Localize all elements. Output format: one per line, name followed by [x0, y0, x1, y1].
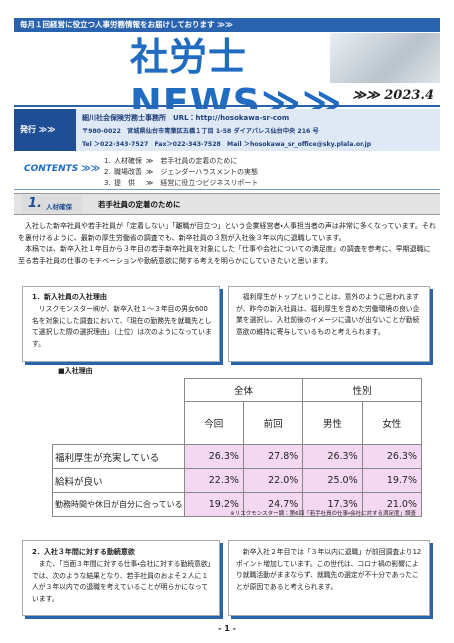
- info-box: [22, 286, 220, 362]
- reason-table: 全体 性別 今回 前回 男性 女性 福利厚生が充実している 26.3% 27.8…: [52, 378, 423, 517]
- paragraph: 本稿では、新卒入社１年目から３年目の若手新卒社員を対象にした「仕事や会社について…: [18, 245, 431, 265]
- box-text: また、「当面３年間に対する仕事・会社に対する勤続意欲」では、次のような結果となり…: [32, 560, 212, 603]
- contents-item: 2. 職場改善 ≫ ジェンダーハラスメントの実態: [104, 167, 258, 177]
- section-tag: [22, 195, 82, 213]
- item-topic: ≫ 若手社員の定着のために: [146, 157, 238, 165]
- column-header: 男性: [302, 401, 363, 445]
- group-header: 全体: [183, 378, 304, 402]
- section-number: 1.: [28, 196, 42, 211]
- fax: Fax＞022-343-7528: [154, 141, 221, 148]
- table-row: 今回 前回 男性 女性: [53, 401, 423, 445]
- cell: 19.7%: [361, 468, 423, 493]
- column-header: 前回: [242, 401, 304, 445]
- publisher-line: 細川社会保険労務士事務所 URL：http://hosokawa-sr-com: [82, 113, 289, 123]
- cell: 21.0%: [361, 492, 423, 517]
- row-label: 給料が良い: [52, 468, 185, 493]
- contents-item: 3. 提 供 ≫ 経営に役立つビジネスリポート: [104, 178, 258, 188]
- contents-item: 1. 人材確保 ≫ 若手社員の定着のために: [104, 156, 237, 166]
- tel: Tel ＞022-343-7527: [82, 141, 149, 148]
- item-number: 2.: [104, 168, 111, 176]
- table-row: 勤務時間や休日が自分に合っている 19.2% 24.7% 17.3% 21.0%: [52, 492, 423, 517]
- info-box: [22, 540, 220, 616]
- source-note: ※リスクモンスター調：第6回「若手社員の仕事・会社に対する満足度」調査: [230, 511, 416, 517]
- publisher-address: 〒980-0022 宮城県仙台市青葉区五橋１丁目 1-58 ダイアパレス仙台中央…: [82, 128, 319, 135]
- mail: Mail ＞hosokawa_sr_office@sky.plala.or.jp: [227, 141, 372, 148]
- cell: 17.3%: [302, 492, 363, 517]
- column-header: 今回: [183, 401, 244, 445]
- publisher-url: URL：http://hosokawa-sr-com: [173, 114, 290, 122]
- contents-box: [14, 153, 440, 190]
- table-title: ■入社理由: [58, 367, 93, 375]
- item-category: 職場改善: [114, 168, 142, 176]
- page-number: - 1 -: [218, 624, 236, 633]
- box-text: 福利厚生がトップということは、意外のように思われますが、昨今の新入社員は、福利厚…: [236, 293, 420, 336]
- box-text: 新卒入社２年目では「３年以内に退職」が前回調査より12ポイント増加しています。こ…: [236, 548, 422, 591]
- item-topic: ≫ 経営に役立つビジネスリポート: [146, 179, 259, 187]
- group-header: 性別: [302, 378, 422, 402]
- cell: 19.2%: [183, 492, 244, 517]
- divider: [14, 105, 440, 107]
- cell: 25.0%: [302, 468, 363, 493]
- corner-cell: [52, 378, 185, 445]
- cell: 27.8%: [242, 444, 304, 469]
- box-text: リスクモンスター㈱が、新卒入社１～３年目の男女600名を対象にした調査において、…: [32, 305, 212, 348]
- column-header: 女性: [361, 401, 423, 445]
- box-heading: 2．入社３年間に対する勤続意欲: [32, 548, 135, 556]
- item-category: 提 供: [114, 179, 135, 187]
- table-row: 福利厚生が充実している 26.3% 27.8% 26.3% 26.3%: [52, 444, 423, 469]
- item-topic: ≫ ジェンダーハラスメントの実態: [146, 168, 259, 176]
- info-box: [228, 540, 430, 616]
- publisher-contact: Tel ＞022-343-7527 Fax＞022-343-7528 Mail …: [82, 139, 371, 148]
- intro: 入社した新卒社員や若手社員が「定着しない」「離職が目立つ」という企業経営者・人事…: [18, 221, 436, 267]
- cell: 26.3%: [183, 444, 244, 469]
- item-number: 3.: [104, 179, 111, 187]
- section-bar: [14, 193, 440, 215]
- publisher-name: 細川社会保険労務士事務所: [82, 114, 166, 122]
- paragraph: 入社した新卒社員や若手社員が「定着しない」「離職が目立つ」という企業経営者・人事…: [18, 222, 436, 242]
- cell: 22.3%: [183, 468, 244, 493]
- table-row: 全体 性別: [52, 378, 422, 445]
- cell: 22.0%: [242, 468, 304, 493]
- box-heading: 1．新入社員の入社理由: [32, 293, 107, 301]
- publisher-box: [14, 109, 440, 151]
- issue-date: ≫≫ 2023.4: [352, 88, 435, 103]
- info-box: [228, 286, 430, 362]
- publisher-label: 発行 ≫≫: [14, 109, 76, 151]
- row-label: 勤務時間や休日が自分に合っている: [52, 492, 185, 517]
- section-title: 若手社員の定着のために: [98, 200, 181, 209]
- cell: 26.3%: [361, 444, 423, 469]
- cell: 26.3%: [302, 444, 363, 469]
- table-row: 給料が良い 22.3% 22.0% 25.0% 19.7%: [52, 468, 423, 493]
- item-number: 1.: [104, 157, 111, 165]
- contents-label: CONTENTS ≫≫: [24, 164, 101, 174]
- banner: 毎月１回経営に役立つ人事労務情報をお届けしております ≫≫: [14, 18, 440, 32]
- cell: 24.7%: [242, 492, 304, 517]
- header-photo: [330, 33, 440, 83]
- item-category: 人材確保: [114, 157, 142, 165]
- row-label: 福利厚生が充実している: [52, 444, 185, 469]
- section-category: 人材確保: [46, 203, 72, 211]
